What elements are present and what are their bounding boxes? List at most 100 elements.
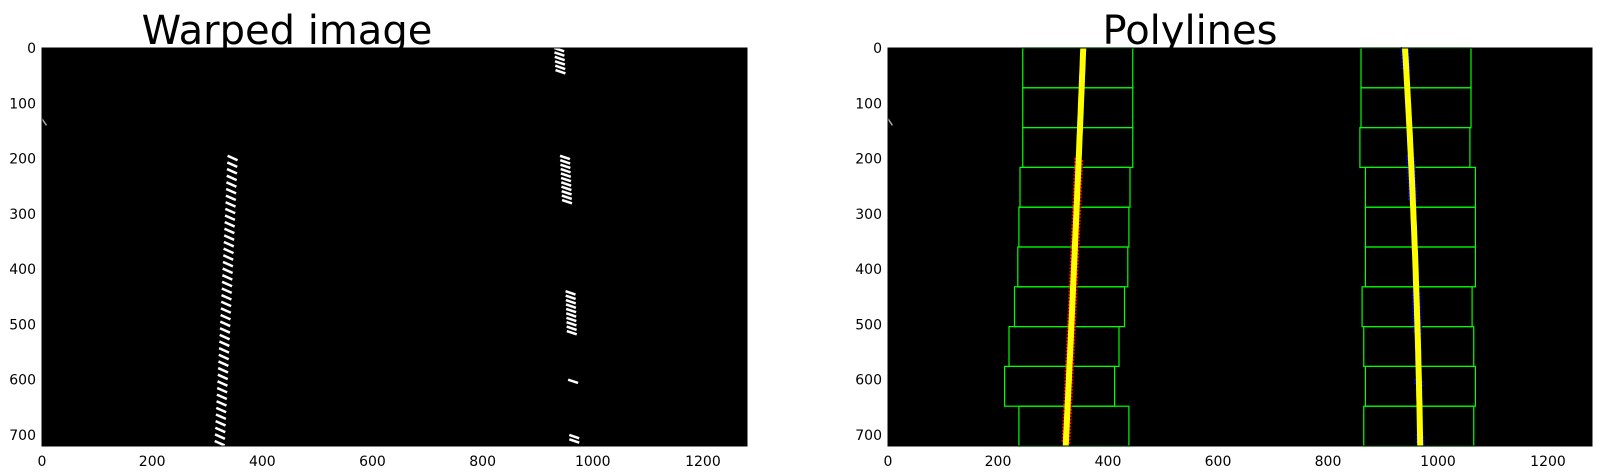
lane-pixel-stroke — [221, 274, 233, 281]
warped-image-area — [42, 48, 747, 446]
lane-pixel-stroke — [559, 154, 571, 161]
x-tick-label: 800 — [1315, 454, 1342, 470]
panel-title-warped: Warped image — [142, 8, 433, 54]
lane-pixel-stroke — [223, 247, 235, 255]
y-tick-label: 300 — [9, 207, 36, 223]
lane-pixel-stroke — [224, 207, 236, 215]
lane-pixel-stroke — [223, 227, 235, 235]
lane-pixel-stroke — [223, 240, 235, 248]
lane-pixel-stroke — [214, 433, 226, 440]
x-tick-label: 800 — [469, 454, 496, 470]
lane-pixel-stroke — [225, 181, 237, 188]
polyline-overlay — [887, 46, 1477, 447]
lane-pixel-stroke — [225, 194, 237, 202]
noise-speck — [887, 118, 894, 126]
lane-pixel-stroke — [566, 325, 577, 332]
lane-pixel-stroke — [224, 220, 236, 228]
right-fit-polyline — [1402, 47, 1424, 447]
x-tick-label: 200 — [985, 454, 1012, 470]
lane-pixel-stroke — [567, 378, 579, 385]
lane-pixel-stroke — [227, 154, 239, 162]
panel-title-polylines: Polylines — [1103, 8, 1278, 54]
x-tick-label: 0 — [38, 454, 47, 470]
lane-pixel-stroke — [215, 419, 227, 427]
lane-pixel-stroke — [216, 386, 228, 394]
lane-pixel-stroke — [219, 327, 231, 334]
lane-pixel-stroke — [225, 187, 237, 195]
lane-pixel-stroke — [565, 294, 577, 301]
lane-pixel-stroke — [554, 60, 566, 66]
lane-pixel-stroke — [560, 176, 572, 183]
lane-pixel-stroke — [221, 287, 233, 295]
y-tick-label: 400 — [855, 262, 882, 278]
lane-pixel-stroke — [226, 174, 238, 182]
lane-pixel-stroke — [216, 393, 228, 401]
y-tick-label: 600 — [9, 373, 36, 389]
y-tick-label: 0 — [873, 41, 882, 57]
lane-pixel-stroke — [568, 438, 580, 444]
lane-pixel-stroke — [222, 260, 234, 268]
noise-speck — [41, 118, 48, 126]
x-tick-label: 0 — [884, 454, 893, 470]
lane-pixel-stroke — [217, 373, 229, 381]
x-tick-label: 600 — [1205, 454, 1232, 470]
x-axis-ticks: 0 200 400 600 800 1000 1200 — [38, 441, 721, 470]
x-tick-label: 200 — [139, 454, 166, 470]
lane-pixel-stroke — [555, 68, 566, 75]
y-tick-label: 200 — [9, 152, 36, 168]
lane-pixel-stroke — [566, 316, 577, 323]
x-axis-ticks: 0 200 400 600 800 1000 1200 — [884, 441, 1566, 470]
lane-pixel-stroke — [217, 360, 229, 367]
y-tick-label: 400 — [9, 262, 36, 278]
polylines-image-area — [888, 48, 1592, 446]
lane-pixel-stroke — [217, 366, 229, 374]
lane-pixel-stroke — [561, 189, 572, 196]
lane-pixel-stroke — [220, 307, 232, 314]
lane-pixel-stroke — [214, 439, 226, 447]
lane-pixel-stroke — [215, 413, 227, 421]
lane-pixel-stroke — [561, 185, 572, 192]
x-tick-label: 400 — [1095, 454, 1122, 470]
y-tick-label: 700 — [855, 428, 882, 444]
lane-pixel-stroke — [220, 300, 232, 308]
lane-pixel-stroke — [568, 433, 580, 440]
x-tick-label: 1000 — [1420, 454, 1456, 470]
x-tick-label: 400 — [249, 454, 276, 470]
warped-lane-pixels — [41, 46, 580, 447]
lane-pixel-stroke — [219, 333, 231, 341]
lane-pixel-stroke — [217, 380, 228, 387]
y-tick-label: 500 — [855, 317, 882, 333]
y-tick-label: 600 — [855, 373, 882, 389]
lane-pixel-stroke — [224, 214, 236, 222]
panel-warped-image: Warped image 0 200 400 600 800 1000 1200 0 100 2… — [9, 8, 748, 470]
axes-frame — [41, 47, 748, 447]
lane-pixel-stroke — [216, 400, 228, 407]
panel-polylines: Polylines 0 200 400 600 800 1000 1200 0 100 200 3… — [855, 8, 1593, 470]
lane-pixel-stroke — [223, 234, 235, 241]
lane-pixel-stroke — [226, 161, 238, 168]
lane-pixel-stroke — [554, 55, 566, 62]
lane-pixel-stroke — [225, 201, 237, 208]
lane-pixel-stroke — [219, 320, 231, 328]
lane-pixel-stroke — [560, 172, 572, 178]
lane-pixel-stroke — [561, 198, 573, 205]
y-tick-label: 100 — [855, 96, 882, 112]
lane-pixel-stroke — [565, 307, 577, 314]
y-tick-label: 700 — [9, 428, 36, 444]
lane-pixel-stroke — [561, 194, 573, 201]
y-axis-ticks: 0 100 200 300 400 500 600 700 — [855, 41, 893, 444]
lane-pixel-stroke — [560, 167, 571, 174]
lane-pixel-stroke — [554, 51, 565, 57]
lane-pixel-stroke — [559, 159, 571, 165]
lane-pixel-stroke — [222, 254, 234, 261]
y-tick-label: 100 — [9, 96, 36, 112]
lane-pixel-stroke — [565, 312, 577, 318]
lane-pixel-stroke — [222, 267, 234, 275]
lane-pixel-stroke — [560, 181, 572, 187]
lane-pixel-stroke — [221, 293, 232, 301]
lane-pixel-stroke — [560, 163, 571, 170]
lane-pixel-stroke — [218, 340, 230, 348]
x-tick-label: 600 — [359, 454, 386, 470]
lane-pixel-stroke — [214, 426, 226, 434]
